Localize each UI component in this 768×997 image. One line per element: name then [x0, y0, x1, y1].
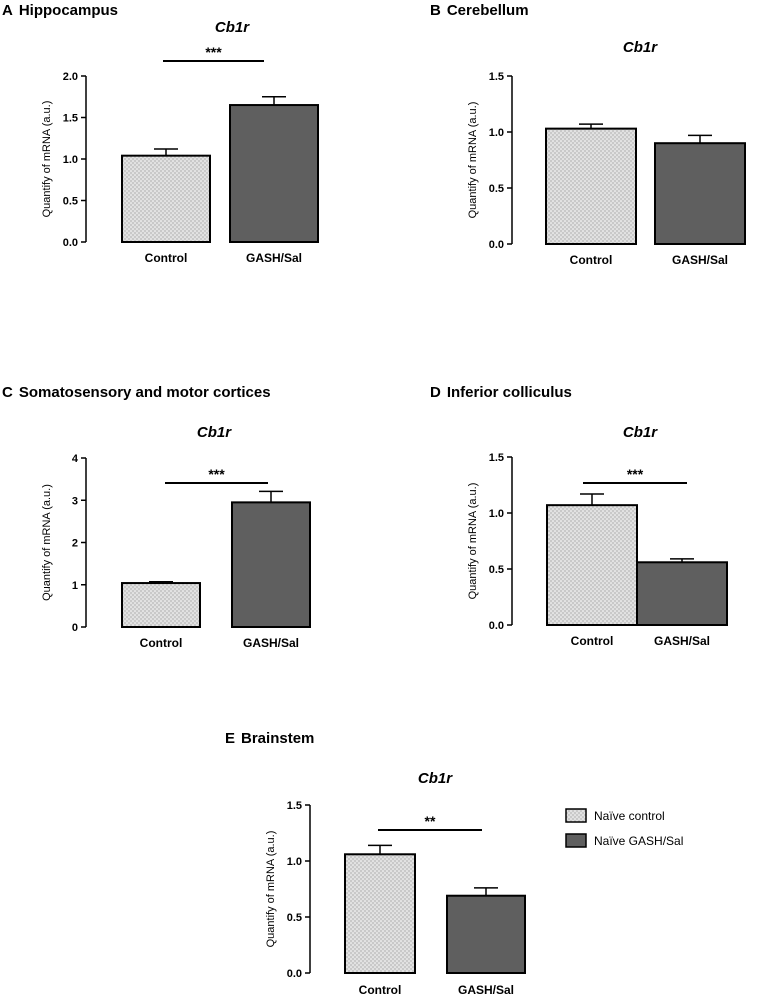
chart-title: Cb1r	[623, 39, 658, 56]
y-tick-label: 3	[72, 495, 78, 507]
panel-heading: B Cerebellum	[430, 2, 529, 19]
y-axis-label: Quantify of mRNA (a.u.)	[41, 484, 53, 601]
panel-letter: A	[2, 2, 13, 19]
significance-label: **	[425, 813, 436, 829]
legend-swatch-control	[565, 808, 587, 823]
y-tick-label: 1	[72, 580, 78, 592]
y-tick-label: 1.0	[287, 856, 302, 868]
legend-item-gash: Naïve GASH/Sal	[565, 833, 683, 848]
panel-heading: E Brainstem	[225, 730, 314, 747]
y-tick-label: 0.0	[63, 237, 78, 249]
x-category-label: GASH/Sal	[654, 634, 710, 648]
panel-region: Somatosensory and motor cortices	[19, 384, 271, 401]
y-axis-label: Quantify of mRNA (a.u.)	[467, 483, 479, 600]
legend-label-gash: Naïve GASH/Sal	[594, 834, 683, 848]
panel-letter: E	[225, 730, 235, 747]
y-tick-label: 0.5	[489, 183, 504, 195]
chart-title: Cb1r	[418, 770, 453, 787]
y-axis-label: Quantify of mRNA (a.u.)	[265, 831, 277, 948]
y-tick-label: 0.0	[489, 239, 504, 251]
bar-gash-sal	[229, 104, 319, 243]
y-tick-label: 0.5	[63, 196, 78, 208]
bar-gash-sal	[231, 501, 311, 628]
bar-control	[121, 582, 201, 628]
x-category-label: Control	[359, 983, 402, 997]
bar-gash-sal	[446, 894, 526, 974]
chart-panel-b: B Cerebellum Cb1r 0.0 0.5 1.0 1.5 Quantify of m…	[430, 2, 746, 267]
x-category-label: Control	[570, 253, 613, 267]
y-tick-label: 2.0	[63, 71, 78, 83]
panel-region: Inferior colliculus	[447, 384, 572, 401]
panel-region: Cerebellum	[447, 2, 529, 19]
significance-label: ***	[627, 466, 644, 482]
y-tick-label: 1.0	[489, 127, 504, 139]
bar-control	[121, 154, 211, 243]
y-tick-label: 1.5	[287, 800, 302, 812]
panel-letter: D	[430, 384, 441, 401]
y-tick-label: 2	[72, 538, 78, 550]
bar-control	[545, 127, 637, 245]
bar-gash-sal	[636, 561, 728, 627]
panel-letter: B	[430, 2, 441, 19]
chart-panel-d: D Inferior colliculus Cb1r 0.0 0.5 1.0 1.5 Quan…	[430, 384, 728, 648]
x-category-label: Control	[140, 636, 183, 650]
y-axis-label: Quantify of mRNA (a.u.)	[467, 102, 479, 219]
y-tick-label: 0.0	[287, 968, 302, 980]
y-tick-label: 1.5	[489, 71, 504, 83]
y-tick-label: 0.5	[287, 912, 302, 924]
chart-panel-e: E Brainstem Cb1r 0.0 0.5 1.0 1.5 Quantify of mR…	[225, 730, 526, 997]
chart-title: Cb1r	[215, 19, 250, 36]
panel-heading: D Inferior colliculus	[430, 384, 572, 401]
y-tick-label: 0.0	[489, 620, 504, 632]
panel-letter: C	[2, 384, 13, 401]
y-tick-label: 0.5	[489, 564, 504, 576]
x-category-label: Control	[145, 251, 188, 265]
x-category-label: GASH/Sal	[458, 983, 514, 997]
chart-title: Cb1r	[623, 424, 658, 441]
significance-label: ***	[205, 44, 222, 60]
bar-control	[546, 504, 638, 626]
legend-label-control: Naïve control	[594, 809, 665, 823]
legend: Naïve control Naïve GASH/Sal	[565, 808, 683, 848]
y-tick-label: 0	[72, 622, 78, 634]
bar-gash-sal	[654, 142, 746, 245]
y-tick-label: 1.0	[489, 508, 504, 520]
bar-control	[344, 853, 416, 975]
x-category-label: GASH/Sal	[243, 636, 299, 650]
x-category-label: GASH/Sal	[672, 253, 728, 267]
y-axis-label: Quantify of mRNA (a.u.)	[41, 101, 53, 218]
panel-region: Brainstem	[241, 730, 314, 747]
chart-panel-c: C Somatosensory and motor cortices Cb1r 0 1 2…	[2, 384, 311, 650]
legend-item-control: Naïve control	[565, 808, 665, 823]
chart-panels: A Hippocampus Cb1r 0.0 0.5 1.0 1.5 2.0 Quantify …	[2, 2, 746, 997]
y-tick-label: 4	[72, 453, 79, 465]
x-category-label: Control	[571, 634, 614, 648]
chart-title: Cb1r	[197, 424, 232, 441]
y-tick-label: 1.5	[489, 452, 504, 464]
panel-heading: C Somatosensory and motor cortices	[2, 384, 271, 401]
panel-heading: A Hippocampus	[2, 2, 118, 19]
x-category-label: GASH/Sal	[246, 251, 302, 265]
significance-label: ***	[208, 466, 225, 482]
legend-swatch-gash	[565, 833, 587, 848]
panel-region: Hippocampus	[19, 2, 118, 19]
chart-panel-a: A Hippocampus Cb1r 0.0 0.5 1.0 1.5 2.0 Quantify …	[2, 2, 319, 265]
y-tick-label: 1.0	[63, 154, 78, 166]
y-tick-label: 1.5	[63, 113, 78, 125]
